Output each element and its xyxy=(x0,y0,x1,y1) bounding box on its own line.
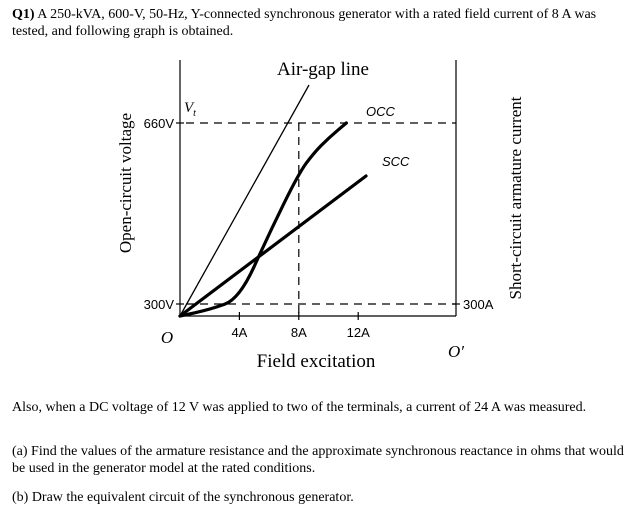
chart-frame xyxy=(179,60,457,317)
vt-annotation-letter: V xyxy=(184,100,195,116)
vt-annotation-subscript: t xyxy=(193,108,196,119)
question-part-b: (b) Draw the equivalent circuit of the s… xyxy=(12,490,354,505)
origin-label-left: O xyxy=(161,328,173,347)
question-part-a: (a) Find the values of the armature resi… xyxy=(12,444,624,476)
y-axis-label-right: Short-circuit armature current xyxy=(506,96,525,299)
chart-title: Air-gap line xyxy=(277,59,369,80)
x-axis-label: Field excitation xyxy=(257,351,376,372)
occ-label: OCC xyxy=(366,104,396,119)
origin-label-right: O′ xyxy=(448,342,464,361)
y-tick-label-left-660: 660V xyxy=(144,116,175,131)
scc-line xyxy=(178,174,368,318)
x-tick-label-4: 4A xyxy=(231,325,247,340)
y-tick-label-left-300: 300V xyxy=(144,297,175,312)
vt-annotation: Vt xyxy=(184,100,196,119)
question-also-text: Also, when a DC voltage of 12 V was appl… xyxy=(12,400,587,415)
occ-curve xyxy=(178,121,348,318)
y-tick-label-right-300: 300A xyxy=(463,297,494,312)
x-tick-label-8: 8A xyxy=(291,325,307,340)
field-excitation-chart: 660V 300V 300A 4A 8A 12A OCC SCC Air-gap line F… xyxy=(116,59,525,372)
question-number: Q1) xyxy=(12,7,35,22)
x-tick-label-12: 12A xyxy=(347,325,370,340)
scc-label: SCC xyxy=(382,154,410,169)
question-intro: Q1) A 250-kVA, 600-V, 50-Hz, Y-connected… xyxy=(12,6,628,40)
y-axis-label-left: Open-circuit voltage xyxy=(116,113,135,253)
question-intro-text: A 250-kVA, 600-V, 50-Hz, Y-connected syn… xyxy=(12,7,597,39)
air-gap-line xyxy=(179,84,310,317)
